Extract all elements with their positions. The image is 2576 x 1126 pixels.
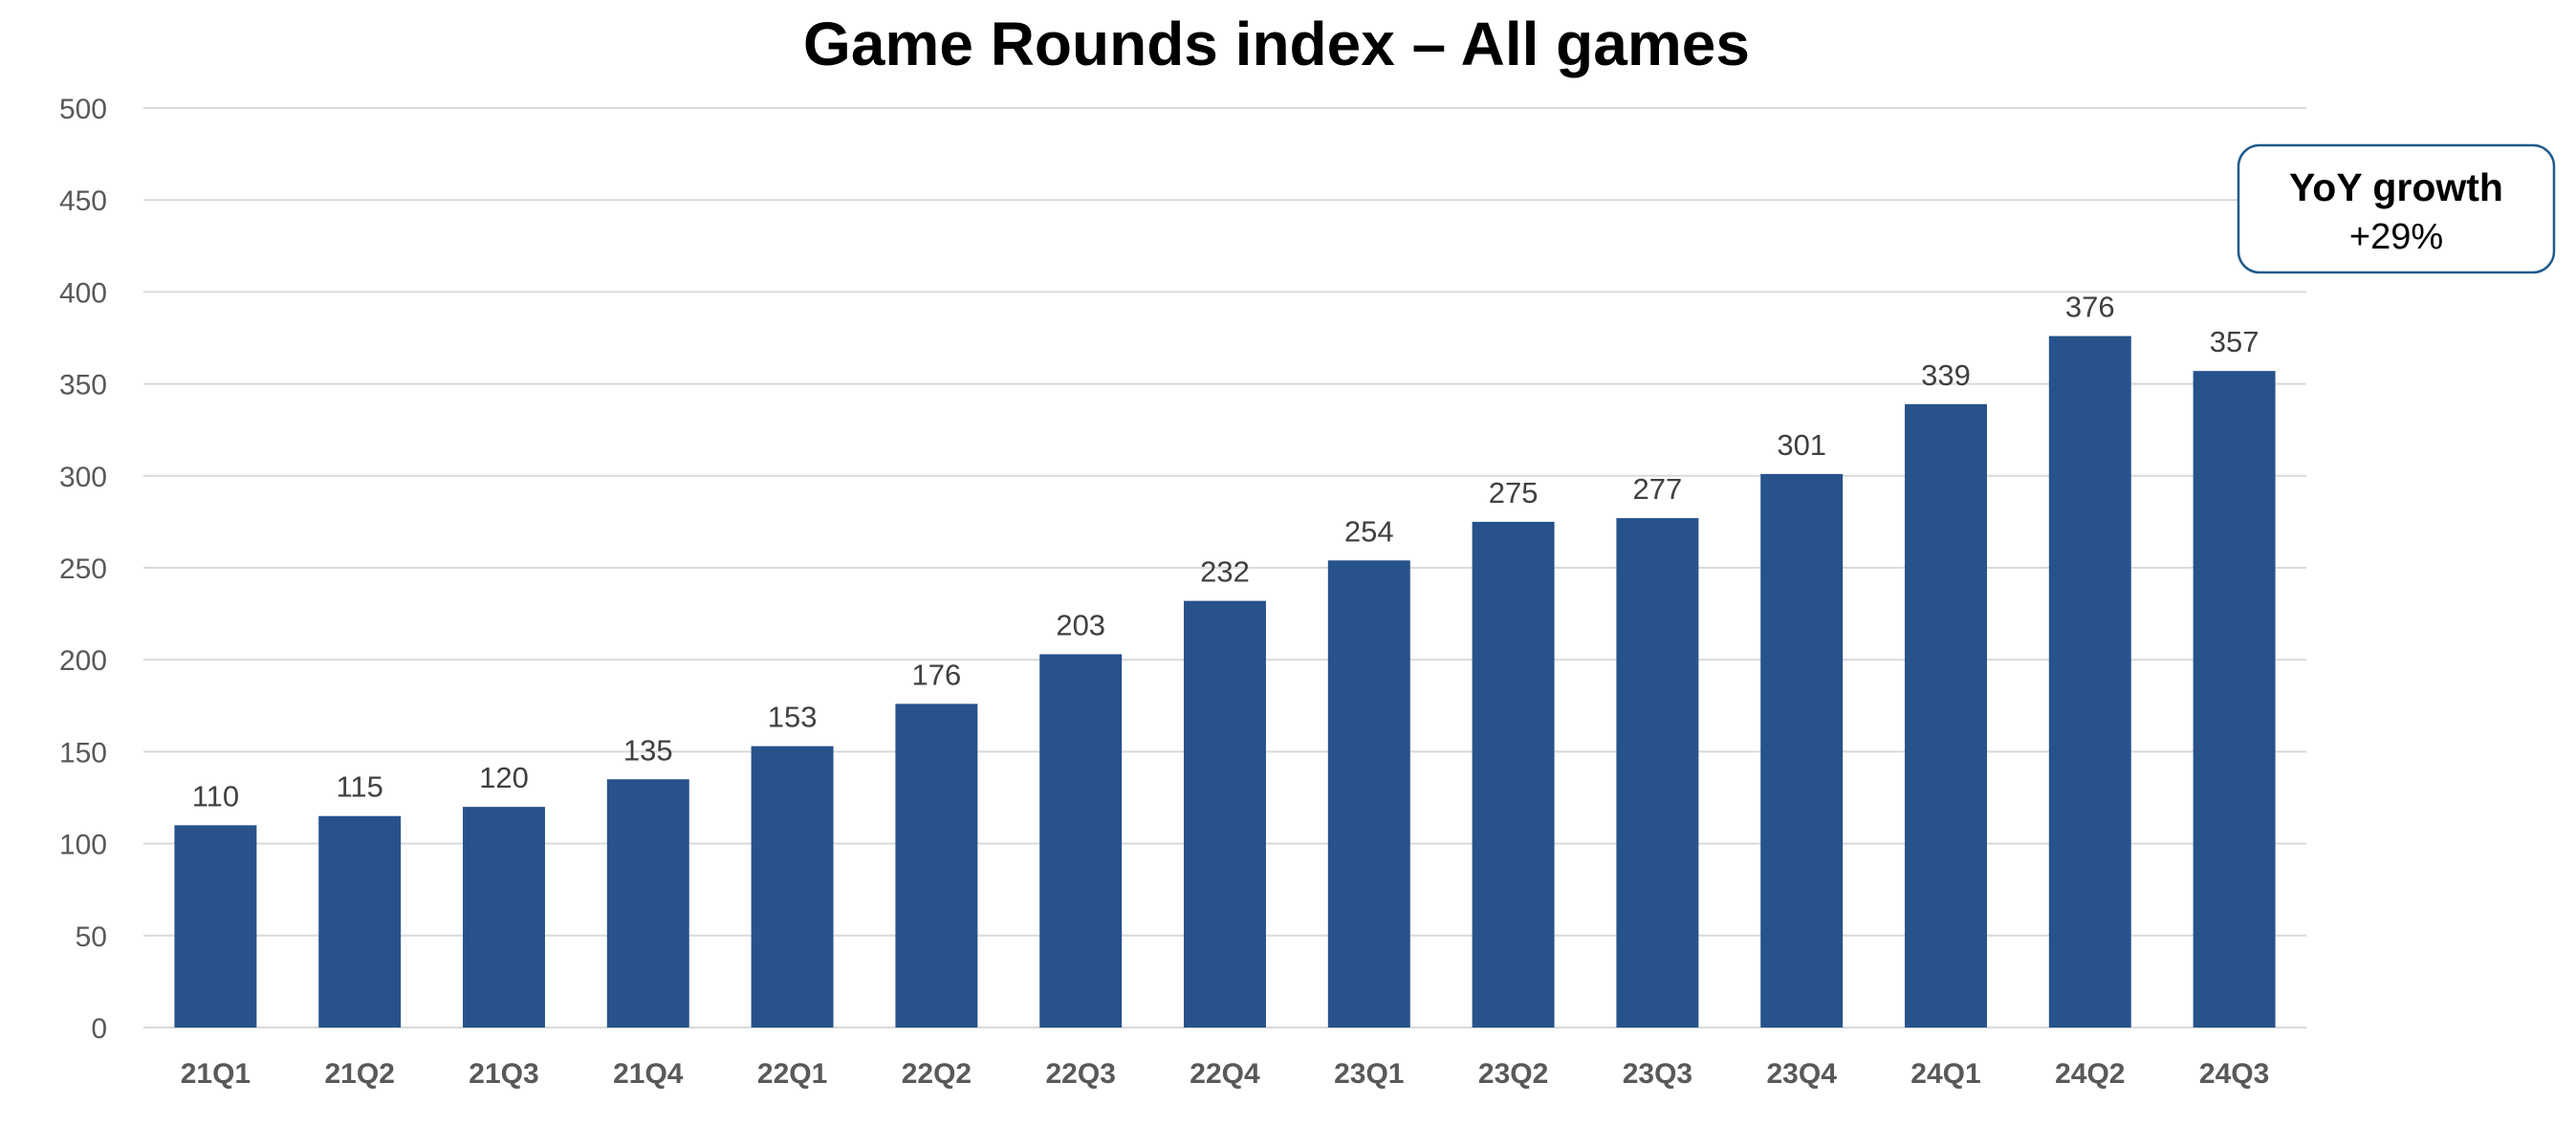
bar xyxy=(1760,473,1844,1029)
y-tick-label: 400 xyxy=(59,277,107,309)
x-tick-label: 21Q3 xyxy=(469,1058,538,1090)
data-label: 376 xyxy=(2065,291,2115,324)
bar xyxy=(174,825,257,1028)
data-label: 357 xyxy=(2210,325,2259,358)
x-tick-label: 24Q2 xyxy=(2055,1058,2125,1090)
bar xyxy=(1905,403,1987,1028)
x-tick-label: 23Q4 xyxy=(1767,1058,1838,1090)
data-labels: 110 115 120 135 153 176 203 232 254 275 277 301 339 3… xyxy=(192,291,2259,813)
x-tick-label: 23Q2 xyxy=(1478,1058,1548,1090)
data-label: 301 xyxy=(1777,428,1826,462)
bar xyxy=(1039,654,1123,1028)
y-tick-label: 200 xyxy=(59,645,107,677)
data-label: 176 xyxy=(912,658,962,691)
x-tick-label: 24Q3 xyxy=(2199,1058,2269,1090)
x-tick-label: 21Q1 xyxy=(181,1058,251,1090)
data-label: 254 xyxy=(1344,514,1394,548)
bar xyxy=(751,746,834,1028)
y-tick-label: 150 xyxy=(59,737,107,769)
y-tick-label: 100 xyxy=(59,830,107,861)
data-label: 135 xyxy=(623,733,673,767)
data-label: 115 xyxy=(336,770,382,804)
bar xyxy=(895,704,978,1028)
data-label: 120 xyxy=(479,761,529,794)
bar xyxy=(1616,518,1699,1028)
data-label: 153 xyxy=(768,701,818,734)
x-tick-label: 24Q1 xyxy=(1910,1058,1980,1090)
bar xyxy=(1327,560,1410,1028)
x-tick-label: 22Q4 xyxy=(1190,1058,1260,1090)
callout-title: YoY growth xyxy=(2289,165,2503,209)
data-label: 232 xyxy=(1200,555,1250,589)
y-tick-label: 350 xyxy=(59,370,107,401)
bar xyxy=(2193,371,2276,1029)
y-tick-label: 500 xyxy=(59,94,107,125)
x-tick-label: 22Q3 xyxy=(1046,1058,1116,1090)
y-axis-ticks: 0 50 100 150 200 250 300 350 400 450 500 xyxy=(59,94,107,1045)
data-label: 110 xyxy=(192,779,239,812)
data-label: 203 xyxy=(1056,608,1105,641)
y-tick-label: 250 xyxy=(59,553,107,585)
x-tick-label: 22Q2 xyxy=(902,1058,971,1090)
bar xyxy=(1184,600,1266,1028)
bar xyxy=(1472,521,1555,1028)
bars xyxy=(174,336,2276,1029)
x-tick-label: 22Q1 xyxy=(757,1058,827,1090)
x-tick-label: 23Q1 xyxy=(1334,1058,1404,1090)
bar xyxy=(606,779,689,1028)
y-tick-label: 300 xyxy=(59,462,107,493)
yoy-growth-callout: YoY growth +29% xyxy=(2237,143,2556,274)
bar xyxy=(463,807,545,1028)
callout-box xyxy=(2237,143,2556,274)
callout-value: +29% xyxy=(2349,217,2443,257)
y-tick-label: 0 xyxy=(91,1013,107,1045)
y-tick-label: 50 xyxy=(76,921,107,953)
x-tick-label: 23Q3 xyxy=(1623,1058,1692,1090)
y-tick-label: 450 xyxy=(59,185,107,217)
bar xyxy=(318,815,402,1028)
data-label: 339 xyxy=(1921,358,1971,392)
data-label: 275 xyxy=(1489,476,1539,509)
data-label: 277 xyxy=(1633,472,1683,506)
x-tick-label: 21Q2 xyxy=(325,1058,395,1090)
x-axis-ticks: 21Q1 21Q2 21Q3 21Q4 22Q1 22Q2 22Q3 22Q4 23Q1 23Q2… xyxy=(181,1058,2270,1090)
chart-title: Game Rounds index – All games xyxy=(803,10,1750,78)
bar xyxy=(2048,336,2131,1028)
x-tick-label: 21Q4 xyxy=(613,1058,684,1090)
